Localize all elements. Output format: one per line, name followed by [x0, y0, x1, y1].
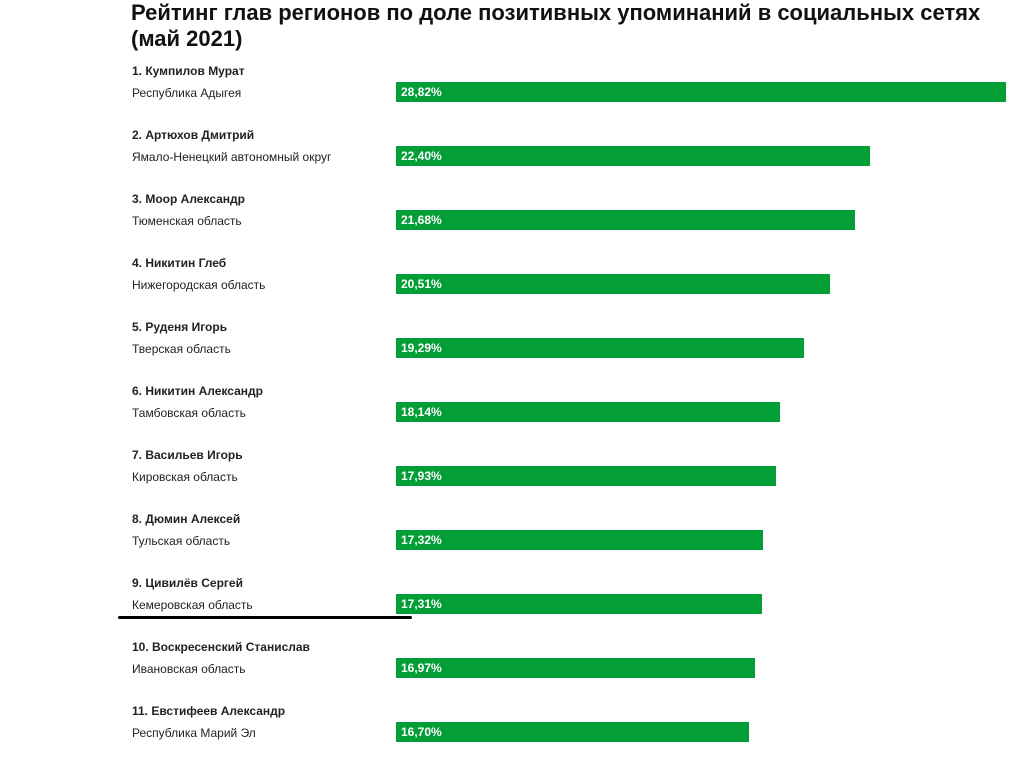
bar: 21,68% [396, 210, 855, 230]
governor-name: 8. Дюмин Алексей [132, 512, 241, 526]
governor-name: 6. Никитин Александр [132, 384, 263, 398]
region-label: Ивановская область [132, 662, 246, 676]
bar-value-label: 20,51% [401, 277, 442, 291]
chart-row: 6. Никитин Александр Тамбовская область 18… [0, 384, 1013, 448]
governor-name: 3. Моор Александр [132, 192, 246, 206]
chart-row: 4. Никитин Глеб Нижегородская область 20,5… [0, 256, 1013, 320]
governor-name: 2. Артюхов Дмитрий [132, 128, 255, 142]
bar: 16,70% [396, 722, 749, 742]
bar: 19,29% [396, 338, 804, 358]
bar-value-label: 17,32% [401, 533, 442, 547]
bar: 28,82% [396, 82, 1006, 102]
governor-name: 7. Васильев Игорь [132, 448, 243, 462]
bar-value-label: 21,68% [401, 213, 442, 227]
bar-value-label: 22,40% [401, 149, 442, 163]
region-label: Тамбовская область [132, 406, 246, 420]
region-label: Тверская область [132, 342, 231, 356]
bar-value-label: 16,70% [401, 725, 442, 739]
governor-name: 11. Евстифеев Александр [132, 704, 286, 718]
region-label: Республика Адыгея [132, 86, 242, 100]
region-label: Ямало-Ненецкий автономный округ [132, 150, 332, 164]
region-label: Республика Марий Эл [132, 726, 256, 740]
chart-row: 1. Кумпилов Мурат Республика Адыгея 28,82% [0, 64, 1013, 128]
governor-name: 4. Никитин Глеб [132, 256, 227, 270]
bar: 17,31% [396, 594, 762, 614]
governor-name: 10. Воскресенский Станислав [132, 640, 310, 654]
bar: 16,97% [396, 658, 755, 678]
bar: 17,93% [396, 466, 776, 486]
chart-row: 3. Моор Александр Тюменская область 21,68% [0, 192, 1013, 256]
chart-row: 9. Цивилёв Сергей Кемеровская область 17,3… [0, 576, 1013, 640]
bar-value-label: 17,93% [401, 469, 442, 483]
bar: 22,40% [396, 146, 870, 166]
chart-row: 10. Воскресенский Станислав Ивановская об… [0, 640, 1013, 704]
bar-value-label: 17,31% [401, 597, 442, 611]
governor-name: 9. Цивилёв Сергей [132, 576, 243, 590]
chart-row: 5. Руденя Игорь Тверская область 19,29% [0, 320, 1013, 384]
bar: 17,32% [396, 530, 763, 550]
region-label: Нижегородская область [132, 278, 266, 292]
chart-title: Рейтинг глав регионов по доле позитивных… [131, 0, 981, 51]
bar-chart: 1. Кумпилов Мурат Республика Адыгея 28,82%… [0, 64, 1013, 742]
highlight-underline [118, 616, 412, 619]
chart-row: 2. Артюхов Дмитрий Ямало-Ненецкий автоном… [0, 128, 1013, 192]
region-label: Тульская область [132, 534, 231, 548]
bar-value-label: 16,97% [401, 661, 442, 675]
chart-row: 11. Евстифеев Александр Республика Марий … [0, 704, 1013, 768]
bar: 20,51% [396, 274, 830, 294]
region-label: Тюменская область [132, 214, 242, 228]
bar-value-label: 18,14% [401, 405, 442, 419]
bar-value-label: 28,82% [401, 85, 442, 99]
chart-row: 8. Дюмин Алексей Тульская область 17,32% [0, 512, 1013, 576]
region-label: Кемеровская область [132, 598, 253, 612]
governor-name: 5. Руденя Игорь [132, 320, 228, 334]
bar-value-label: 19,29% [401, 341, 442, 355]
bar: 18,14% [396, 402, 780, 422]
region-label: Кировская область [132, 470, 238, 484]
chart-row: 7. Васильев Игорь Кировская область 17,93% [0, 448, 1013, 512]
governor-name: 1. Кумпилов Мурат [132, 64, 245, 78]
